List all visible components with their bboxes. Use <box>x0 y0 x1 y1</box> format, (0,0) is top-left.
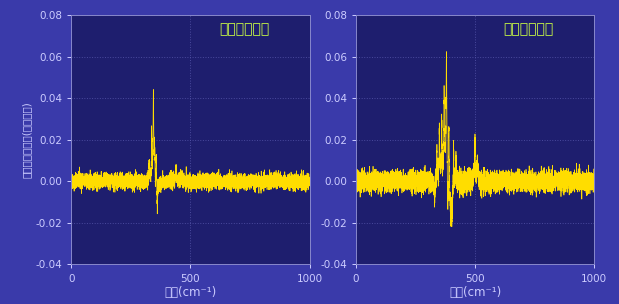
Text: イソフルラン: イソフルラン <box>504 23 554 37</box>
Y-axis label: ラマン信号強度(任意単位): ラマン信号強度(任意単位) <box>21 102 31 178</box>
Text: セボフルラン: セボフルラン <box>219 23 269 37</box>
X-axis label: 波数(cm⁻¹): 波数(cm⁻¹) <box>164 286 217 299</box>
X-axis label: 波数(cm⁻¹): 波数(cm⁻¹) <box>449 286 501 299</box>
